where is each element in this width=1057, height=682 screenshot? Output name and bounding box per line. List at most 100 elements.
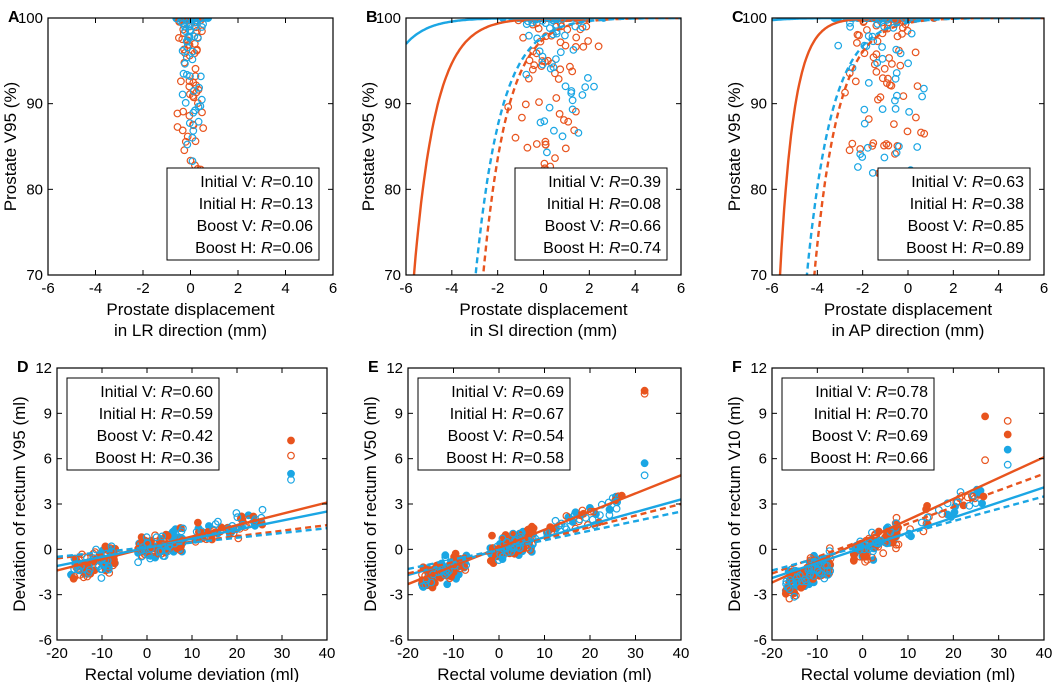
data-point-blue-open [188,133,197,142]
data-point-blue-open [584,73,592,82]
data-point-blue-open [864,78,873,87]
panel-D: -20 -10 0 10 20 30 40 -6 -3 0 3 6 9 12 Rectal volume d… [10,359,335,682]
data-point-blue-open [878,105,887,113]
legend-entry: Boost V: R=0.69 [812,428,928,445]
data-point-blue-open [568,96,577,105]
data-point-blue-open [875,18,884,24]
data-point-blue-open [546,64,555,73]
data-point-blue-open [785,585,794,594]
data-point-blue-open [538,52,547,61]
data-point-blue-open [441,553,450,562]
data-point-orange-open [109,561,118,570]
data-point-orange-open [461,566,470,574]
fit-line-orange-dashed [772,472,1044,575]
data-point-blue-open [188,55,197,64]
data-point-orange-open [911,48,920,57]
data-point-blue-open [809,572,818,580]
data-point-orange-open [920,129,929,138]
y-tick-label: 70 [26,267,43,284]
data-point-orange-open [560,116,568,124]
data-point-orange-open [873,37,882,46]
x-axis-label: Prostate displacement [824,300,992,319]
y-tick-label: 9 [395,405,403,422]
data-point-orange-open [582,22,591,31]
y-tick-label: 100 [18,10,43,27]
x-tick-label: 10 [536,645,553,662]
x-tick-label: 0 [186,280,194,297]
data-point-orange-open [173,123,182,131]
data-point-blue-open [873,59,882,67]
x-tick-label: 4 [994,280,1002,297]
y-tick-label: 90 [750,96,767,113]
legend-entry: Initial H: R=0.67 [450,406,564,423]
data-point-orange-open [552,94,561,102]
data-point-orange-open [898,30,906,38]
data-point-orange-open [579,42,588,51]
data-point-blue-open [860,105,869,114]
x-tick-label: 0 [539,280,547,297]
data-point-blue-open [905,107,913,116]
y-tick-label: 6 [759,451,767,468]
y-tick-label: 12 [750,360,767,377]
data-point-orange-open [564,117,573,126]
data-point-orange-open [869,53,878,62]
data-point-blue-open [197,23,206,31]
plot-area-E [408,386,681,592]
y-tick-label: 6 [395,451,403,468]
data-point-blue-open [900,18,909,22]
data-point-orange-open [555,109,564,118]
data-point-orange-open [896,61,905,70]
fit-line-blue-dashed [57,526,327,559]
data-point-orange-open [521,100,530,109]
panel-A: -6 -4 -2 0 2 4 6 70 80 90 100 Prostate displacement… [1,9,337,340]
data-point-blue-open [137,552,146,561]
y-tick-label: 3 [759,496,767,513]
data-point-blue-open [233,513,242,522]
data-point-orange-open [530,61,539,70]
x-tick-label: -2 [856,280,869,297]
y-tick-label: -3 [390,587,403,604]
data-point-orange-open [83,572,92,581]
data-point-blue-open [891,96,899,105]
data-point-orange-open [594,42,603,51]
data-point-orange-open [853,30,862,39]
data-point-blue-open [612,504,621,513]
y-tick-label: -6 [754,632,767,649]
data-point-blue-open [878,43,886,51]
legend-box [781,377,935,471]
data-point-orange-open [530,18,539,22]
data-point-blue-open [540,117,549,125]
data-point-outlier [1003,460,1012,469]
legend-B: Initial V: R=0.39 Initial H: R=0.08 Boost … [514,167,668,261]
legend-F: Initial V: R=0.78 Initial H: R=0.70 Boost … [781,377,935,471]
data-point-orange-open [792,591,800,600]
data-point-blue-open [605,505,614,514]
y-tick-label: -3 [754,587,767,604]
x-tick-label: 6 [677,280,685,297]
data-point-blue-open [550,18,559,22]
y-axis-label: Deviation of rectum V95 (ml) [10,396,29,611]
data-point-orange-open [179,107,188,116]
data-point-blue-open [152,533,161,542]
y-tick-label: 0 [759,541,767,558]
plot-area-D [57,436,327,583]
data-point-orange-filled [193,518,202,527]
y-tick-label: -3 [39,587,52,604]
data-point-blue-open [817,570,826,578]
legend-entry: Initial H: R=0.70 [814,406,928,423]
data-point-blue-open [189,108,198,117]
data-point-blue-open [569,46,578,54]
data-point-orange-open [79,573,88,582]
panel-letter: C [732,9,744,26]
legend-A: Initial V: R=0.10 Initial H: R=0.13 Boost … [166,167,320,261]
data-point-outlier [287,436,295,445]
data-point-orange-open [518,113,526,122]
legend-entry: Initial V: R=0.39 [548,174,661,191]
y-tick-label: 3 [44,496,52,513]
y-tick-label: 70 [750,267,767,284]
data-point-blue-open [965,501,974,510]
data-point-blue-open [158,532,167,541]
y-tick-label: 90 [26,96,43,113]
data-point-orange-open [523,143,532,152]
data-point-orange-open [903,127,912,136]
